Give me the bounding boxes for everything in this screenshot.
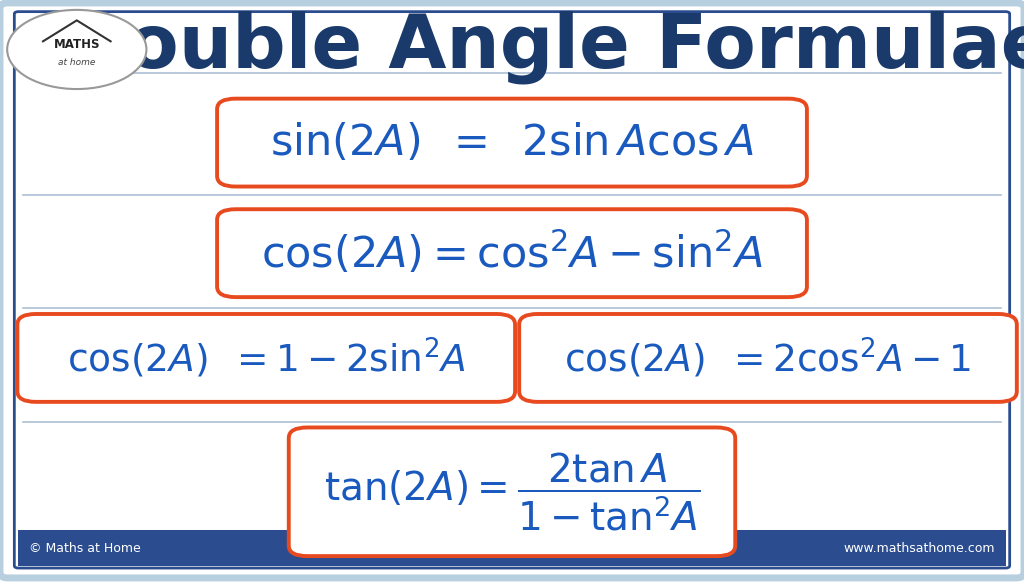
FancyBboxPatch shape (217, 98, 807, 186)
Text: www.mathsathome.com: www.mathsathome.com (844, 542, 995, 555)
Text: $\tan(2A) = \dfrac{2\tan A}{1 - \tan^2\!A}$: $\tan(2A) = \dfrac{2\tan A}{1 - \tan^2\!… (324, 450, 700, 533)
FancyBboxPatch shape (0, 3, 1024, 578)
Text: $\cos(2A) \;\; = 2\cos^2\!A - 1$: $\cos(2A) \;\; = 2\cos^2\!A - 1$ (564, 336, 972, 380)
Text: $\sin(2A) \;\; = \;\; 2\sin A \cos A$: $\sin(2A) \;\; = \;\; 2\sin A \cos A$ (269, 122, 755, 164)
Text: MATHS: MATHS (53, 38, 100, 51)
Text: $\cos(2A) = \cos^2\!A - \sin^2\!A$: $\cos(2A) = \cos^2\!A - \sin^2\!A$ (261, 229, 763, 277)
FancyBboxPatch shape (17, 314, 515, 402)
FancyBboxPatch shape (217, 210, 807, 297)
Circle shape (7, 10, 146, 89)
Text: Double Angle Formulae: Double Angle Formulae (65, 11, 1024, 84)
FancyBboxPatch shape (18, 530, 1006, 566)
Text: at home: at home (58, 58, 95, 67)
FancyBboxPatch shape (289, 427, 735, 556)
Text: © Maths at Home: © Maths at Home (29, 542, 140, 555)
FancyBboxPatch shape (519, 314, 1017, 402)
Text: $\cos(2A) \;\; = 1 - 2\sin^2\!A$: $\cos(2A) \;\; = 1 - 2\sin^2\!A$ (67, 336, 466, 380)
